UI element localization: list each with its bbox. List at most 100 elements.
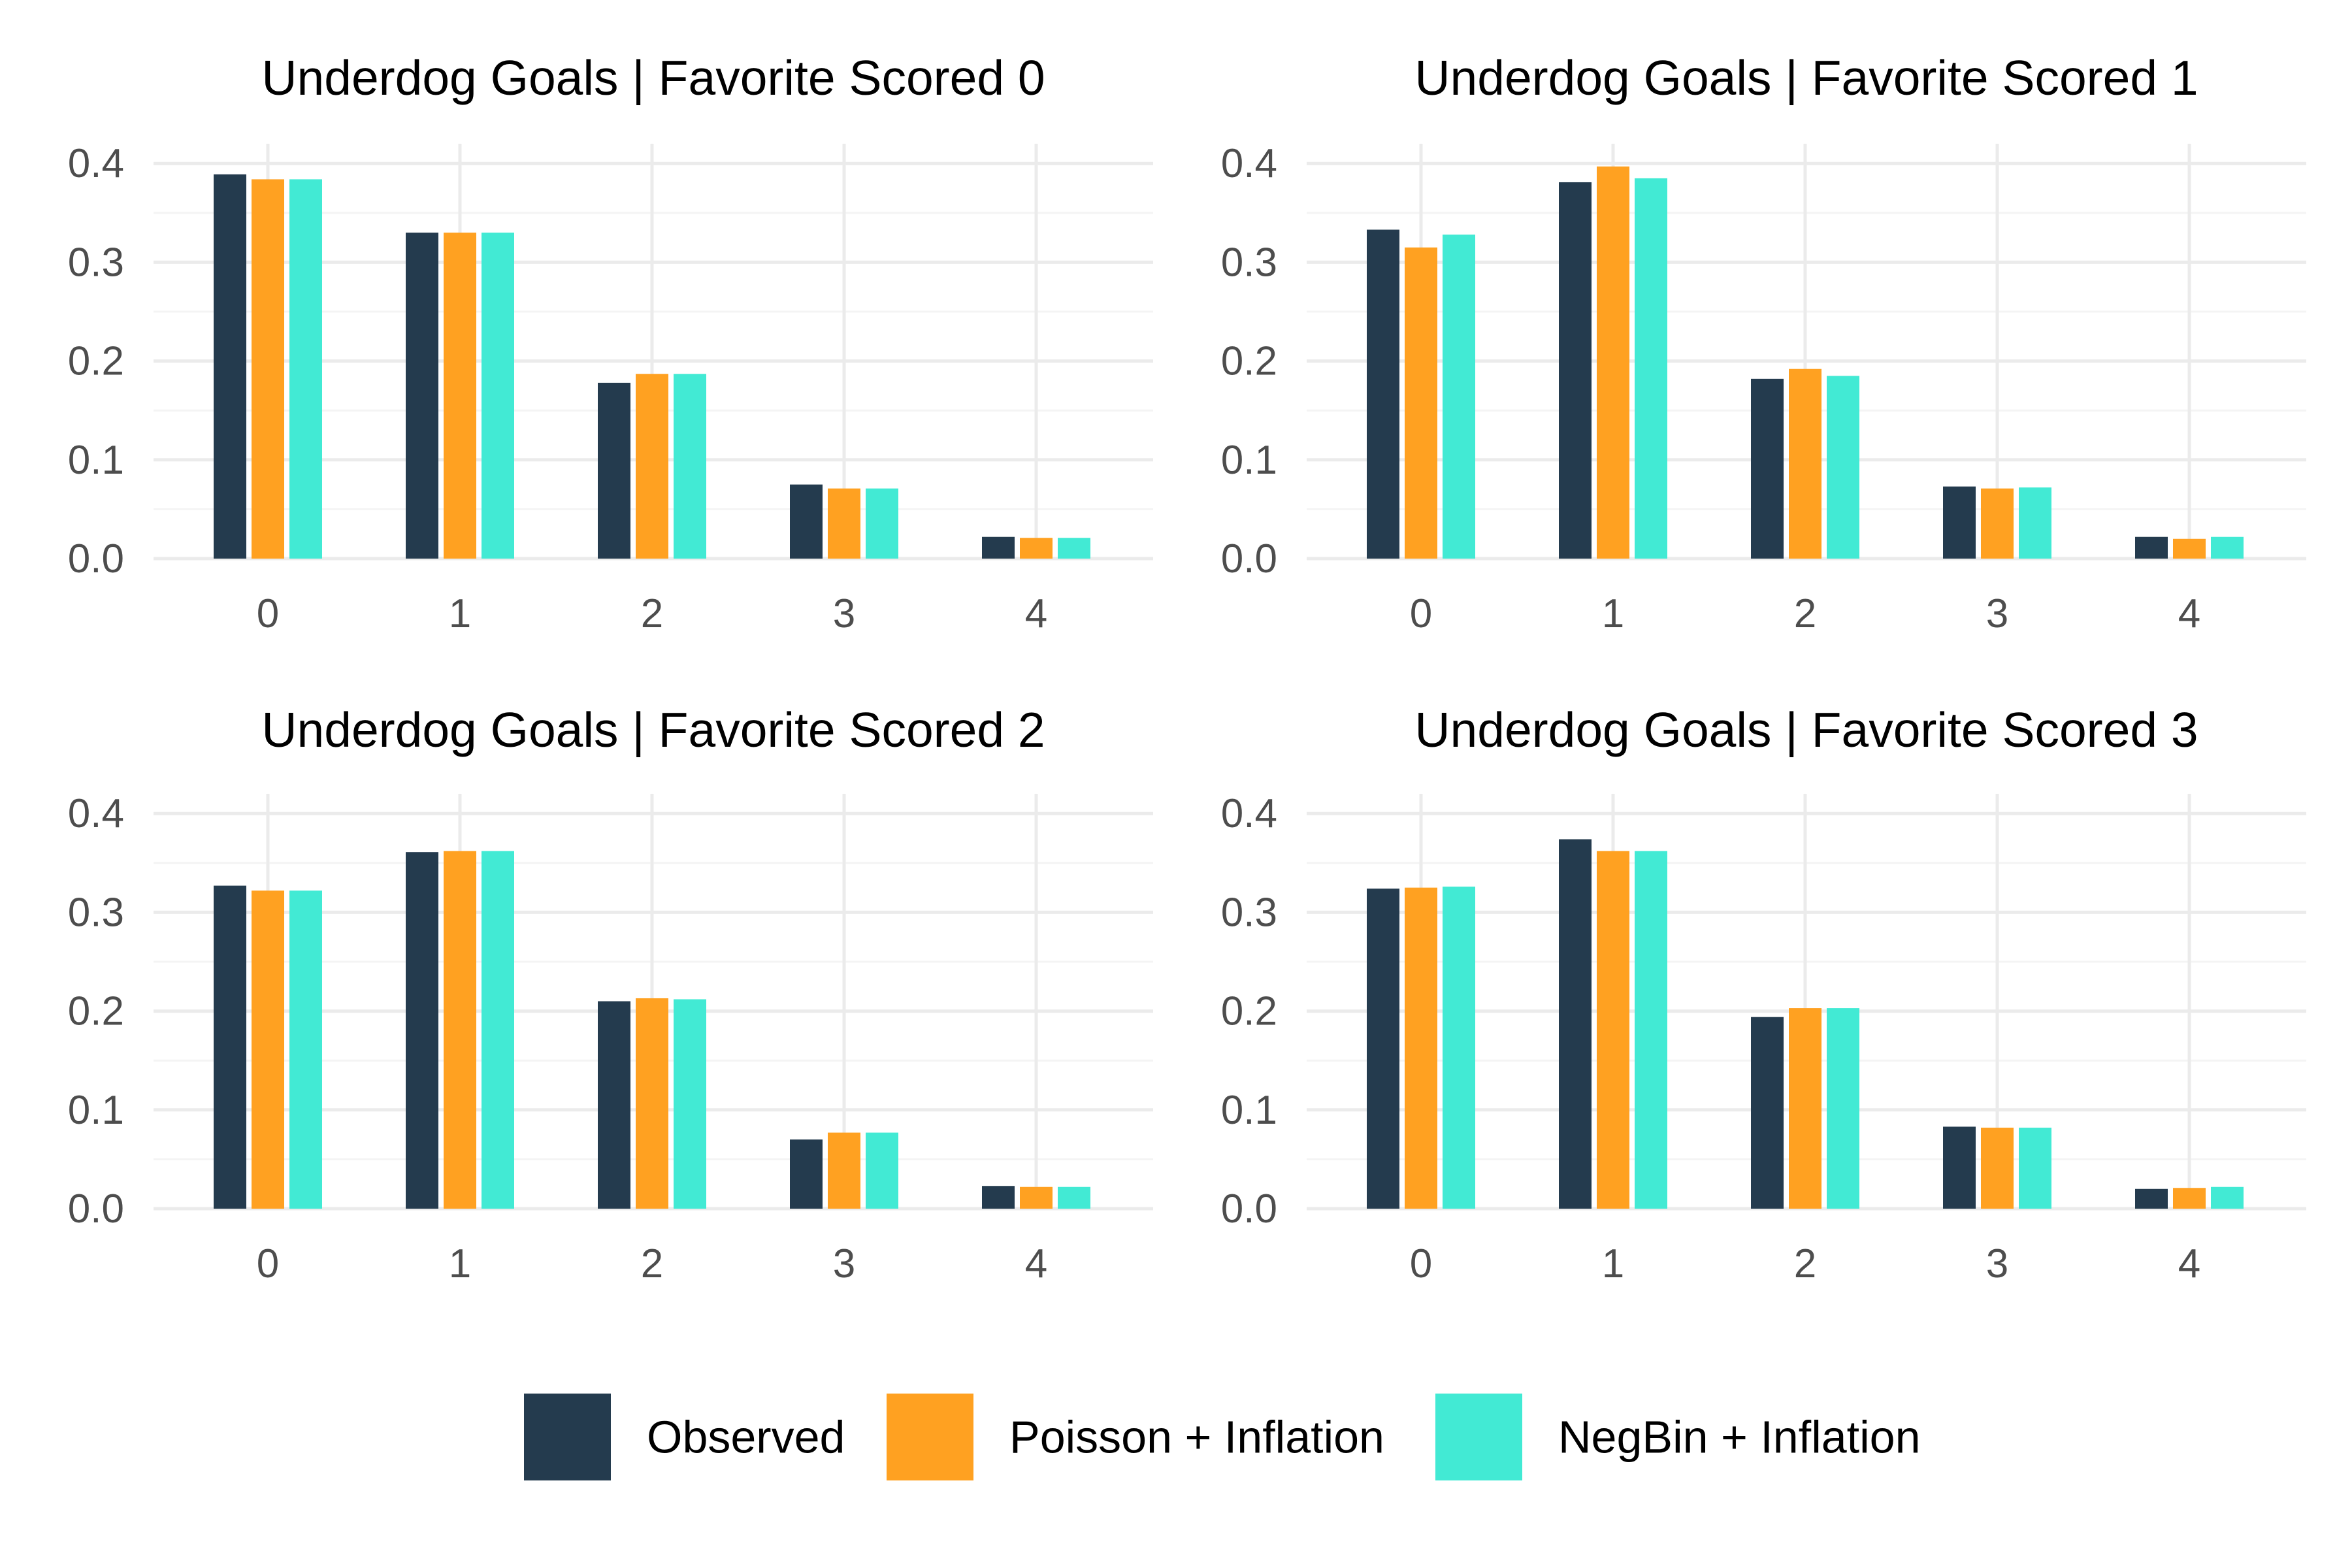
- bar-observed-3: [1943, 1126, 1976, 1209]
- bar-negbin-2: [1827, 1008, 1859, 1209]
- y-tick-label: 0.0: [1221, 536, 1277, 581]
- x-tick-label: 1: [449, 591, 471, 636]
- bars: [1367, 839, 2244, 1209]
- bar-negbin-4: [2211, 1186, 2244, 1209]
- bar-observed-0: [214, 174, 246, 559]
- y-tick-label: 0.2: [1221, 989, 1277, 1034]
- y-tick-label: 0.1: [68, 438, 124, 483]
- bar-negbin-4: [1058, 1186, 1090, 1209]
- x-tick-label: 2: [1794, 1241, 1816, 1286]
- y-tick-label: 0.3: [68, 240, 124, 285]
- y-tick-label: 0.2: [1221, 339, 1277, 384]
- bar-poisson-2: [636, 374, 668, 559]
- bar-negbin-2: [674, 999, 706, 1209]
- bar-observed-1: [406, 852, 438, 1209]
- bar-poisson-0: [252, 179, 284, 559]
- bar-poisson-2: [1789, 1008, 1821, 1209]
- bar-observed-2: [598, 1001, 630, 1209]
- bar-negbin-0: [289, 179, 322, 559]
- x-tick-label: 3: [1986, 1241, 2008, 1286]
- x-tick-label: 1: [1602, 1241, 1624, 1286]
- bar-observed-4: [982, 536, 1015, 559]
- legend-key-poisson: [887, 1394, 973, 1480]
- y-tick-label: 0.1: [68, 1088, 124, 1133]
- bar-observed-3: [790, 1139, 823, 1209]
- bar-poisson-4: [1020, 538, 1053, 559]
- legend-label: Poisson + Inflation: [1009, 1412, 1384, 1463]
- legend-label: NegBin + Inflation: [1558, 1412, 1921, 1463]
- bar-poisson-4: [2173, 538, 2206, 559]
- bar-poisson-0: [1405, 247, 1437, 559]
- x-tick-label: 4: [2178, 1241, 2200, 1286]
- chart-panels: Underdog Goals | Favorite Scored 0 0.0 0.1…: [68, 50, 2306, 1286]
- y-tick-label: 0.3: [1221, 240, 1277, 285]
- x-tick-label: 3: [1986, 591, 2008, 636]
- bar-negbin-1: [1635, 178, 1667, 559]
- y-tick-label: 0.2: [68, 339, 124, 384]
- x-tick-label: 0: [257, 1241, 279, 1286]
- x-tick-label: 4: [1025, 1241, 1047, 1286]
- bar-poisson-4: [2173, 1188, 2206, 1209]
- bar-observed-1: [1559, 839, 1592, 1209]
- x-tick-label: 2: [641, 1241, 663, 1286]
- y-tick-label: 0.0: [68, 1186, 124, 1232]
- legend-key-negbin: [1435, 1394, 1522, 1480]
- bar-observed-1: [1559, 182, 1592, 559]
- bar-poisson-1: [444, 233, 476, 559]
- legend-item-observed: Observed: [524, 1394, 845, 1480]
- bar-poisson-0: [1405, 887, 1437, 1209]
- x-tick-label: 0: [1410, 1241, 1432, 1286]
- bar-poisson-3: [828, 1132, 860, 1209]
- bar-poisson-4: [1020, 1186, 1053, 1209]
- bar-observed-2: [1751, 1017, 1784, 1209]
- legend: Observed Poisson + Inflation NegBin + Infl…: [524, 1394, 1921, 1480]
- y-tick-label: 0.1: [1221, 438, 1277, 483]
- bar-negbin-1: [482, 233, 514, 559]
- bars: [214, 174, 1090, 559]
- y-tick-label: 0.1: [1221, 1088, 1277, 1133]
- x-tick-label: 1: [1602, 591, 1624, 636]
- bar-observed-2: [1751, 378, 1784, 559]
- x-tick-label: 3: [833, 1241, 855, 1286]
- bar-negbin-2: [674, 374, 706, 559]
- x-tick-label: 0: [257, 591, 279, 636]
- bar-observed-4: [2135, 1188, 2168, 1209]
- y-tick-label: 0.4: [68, 791, 124, 836]
- y-tick-label: 0.2: [68, 989, 124, 1034]
- bar-poisson-3: [1981, 488, 2014, 559]
- bar-poisson-1: [444, 851, 476, 1209]
- bar-poisson-2: [1789, 368, 1821, 559]
- y-tick-label: 0.0: [1221, 1186, 1277, 1232]
- bars: [214, 851, 1090, 1209]
- panel-title: Underdog Goals | Favorite Scored 3: [1414, 702, 2198, 757]
- bar-negbin-3: [866, 488, 898, 559]
- panel-3: Underdog Goals | Favorite Scored 3 0.0 0.1…: [1221, 702, 2306, 1286]
- bars: [1367, 166, 2244, 559]
- panel-2: Underdog Goals | Favorite Scored 2 0.0 0.1…: [68, 702, 1153, 1286]
- bar-observed-3: [790, 484, 823, 559]
- bar-negbin-1: [1635, 851, 1667, 1209]
- y-tick-label: 0.0: [68, 536, 124, 581]
- x-tick-label: 1: [449, 1241, 471, 1286]
- x-tick-label: 0: [1410, 591, 1432, 636]
- bar-observed-1: [406, 233, 438, 559]
- legend-key-observed: [524, 1394, 611, 1480]
- x-tick-label: 3: [833, 591, 855, 636]
- y-tick-label: 0.3: [68, 890, 124, 935]
- bar-negbin-4: [1058, 538, 1090, 559]
- bar-negbin-3: [2019, 487, 2051, 559]
- y-tick-label: 0.4: [1221, 791, 1277, 836]
- panel-title: Underdog Goals | Favorite Scored 1: [1414, 50, 2198, 105]
- bar-negbin-1: [482, 851, 514, 1209]
- bar-negbin-4: [2211, 536, 2244, 559]
- y-tick-label: 0.3: [1221, 890, 1277, 935]
- bar-poisson-0: [252, 890, 284, 1209]
- panel-1: Underdog Goals | Favorite Scored 1 0.0 0.1…: [1221, 50, 2306, 636]
- bar-negbin-0: [1443, 235, 1475, 559]
- legend-item-poisson: Poisson + Inflation: [887, 1394, 1384, 1480]
- bar-poisson-1: [1597, 851, 1629, 1209]
- panel-title: Underdog Goals | Favorite Scored 2: [261, 702, 1045, 757]
- bar-poisson-2: [636, 998, 668, 1209]
- legend-label: Observed: [647, 1412, 845, 1463]
- bar-observed-0: [1367, 889, 1399, 1209]
